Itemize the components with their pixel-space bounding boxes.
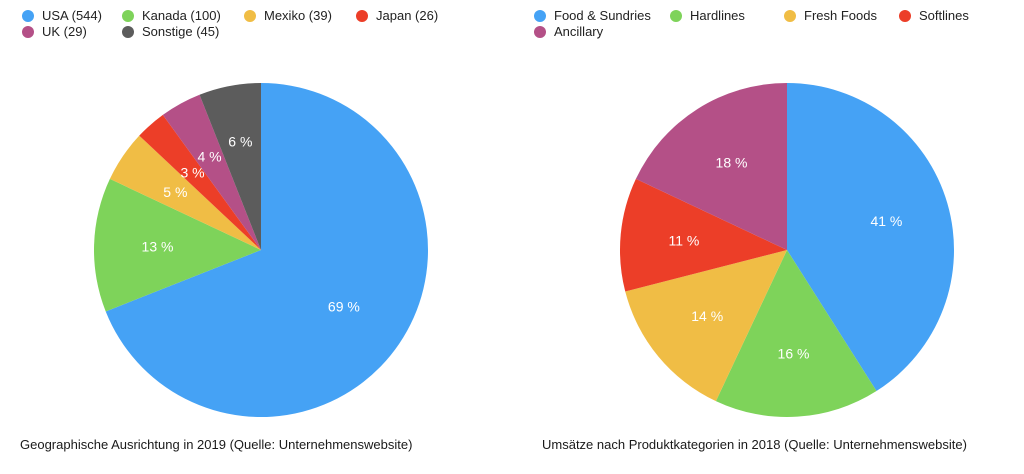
slice-label-fresh-foods: 14 % bbox=[691, 308, 723, 324]
legend-item-kanada[interactable]: Kanada (100) bbox=[122, 8, 221, 23]
slice-label-mexiko: 5 % bbox=[163, 184, 187, 200]
legend-item-hardlines[interactable]: Hardlines bbox=[670, 8, 745, 23]
pie-slice-sonstige[interactable] bbox=[199, 83, 261, 250]
legend-item-softlines[interactable]: Softlines bbox=[899, 8, 969, 23]
legend-item-food-sundries[interactable]: Food & Sundries bbox=[534, 8, 651, 23]
legend-label: Kanada (100) bbox=[142, 8, 221, 23]
legend-label: Food & Sundries bbox=[554, 8, 651, 23]
legend-label: Hardlines bbox=[690, 8, 745, 23]
chart-caption: Umsätze nach Produktkategorien in 2018 (… bbox=[542, 437, 967, 452]
legend-swatch bbox=[670, 9, 682, 22]
legend-swatch bbox=[534, 25, 546, 38]
pie-slice-ancillary[interactable] bbox=[635, 82, 787, 250]
slice-label-japan: 3 % bbox=[180, 164, 204, 180]
legend-swatch bbox=[122, 25, 134, 38]
legend-label: Ancillary bbox=[554, 24, 604, 39]
legend-label: Japan (26) bbox=[376, 8, 439, 23]
pie-slice-japan[interactable] bbox=[139, 114, 261, 250]
slice-label-ancillary: 18 % bbox=[716, 155, 748, 171]
pie-slice-hardlines[interactable] bbox=[715, 250, 877, 417]
pie-slice-mexiko[interactable] bbox=[109, 135, 261, 250]
legend-swatch bbox=[244, 9, 256, 22]
legend-swatch bbox=[22, 9, 34, 22]
legend-label: Softlines bbox=[919, 8, 969, 23]
legend-swatch bbox=[22, 25, 34, 38]
pie-slice-kanada[interactable] bbox=[93, 178, 261, 312]
legend-label: Mexiko (39) bbox=[264, 8, 332, 23]
legend-swatch bbox=[534, 9, 546, 22]
pie-chart: 69 % 13 % 5 % 3 %4 % 6 % bbox=[93, 83, 428, 417]
legend-item-ancillary[interactable]: Ancillary bbox=[534, 24, 603, 39]
slice-label-sonstige: 6 % bbox=[228, 134, 252, 150]
pie-slice-food-sundries[interactable] bbox=[787, 83, 955, 392]
legend-item-fresh-foods[interactable]: Fresh Foods bbox=[784, 8, 877, 23]
pie-slice-softlines[interactable] bbox=[620, 178, 787, 292]
legend-swatch bbox=[122, 9, 134, 22]
slice-label-hardlines: 16 % bbox=[778, 345, 810, 361]
slice-label-uk: 4 % bbox=[197, 148, 221, 164]
chart-geographic: USA (544) Kanada (100) Mexiko (39) Japan (2… bbox=[20, 8, 438, 452]
legend-swatch bbox=[356, 9, 368, 22]
legend-item-japan[interactable]: Japan (26) bbox=[356, 8, 438, 23]
slice-label-softlines: 11 % bbox=[668, 232, 699, 248]
slice-label-kanada: 13 % bbox=[142, 239, 174, 255]
legend-label: UK (29) bbox=[42, 24, 87, 39]
slice-label-usa: 69 % bbox=[328, 298, 360, 314]
legend-item-sonstige[interactable]: Sonstige (45) bbox=[122, 24, 219, 39]
pie-slice-uk[interactable] bbox=[162, 94, 261, 250]
legend-label: Sonstige (45) bbox=[142, 24, 220, 39]
pie-slice-usa[interactable] bbox=[105, 83, 428, 417]
chart-caption: Geographische Ausrichtung in 2019 (Quell… bbox=[20, 437, 413, 452]
legend-label: USA (544) bbox=[42, 8, 102, 23]
legend-swatch bbox=[784, 9, 796, 22]
legend-item-usa[interactable]: USA (544) bbox=[22, 8, 102, 23]
pie-chart: 41 % 16 % 14 % 11 % 18 % bbox=[620, 82, 955, 417]
pie-slice-fresh-foods[interactable] bbox=[625, 250, 787, 402]
chart-product-categories: Food & Sundries Hardlines Fresh Foods Softl… bbox=[512, 0, 1024, 474]
legend-item-mexiko[interactable]: Mexiko (39) bbox=[244, 8, 332, 23]
legend-label: Fresh Foods bbox=[804, 8, 877, 23]
slice-label-food-sundries: 41 % bbox=[870, 213, 902, 229]
legend-swatch bbox=[899, 9, 911, 22]
legend-item-uk[interactable]: UK (29) bbox=[22, 24, 87, 39]
